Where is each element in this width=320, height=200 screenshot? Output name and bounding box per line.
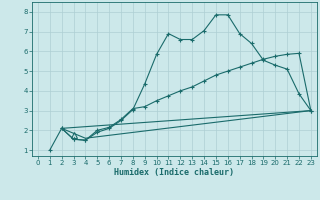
X-axis label: Humidex (Indice chaleur): Humidex (Indice chaleur) xyxy=(115,168,234,177)
